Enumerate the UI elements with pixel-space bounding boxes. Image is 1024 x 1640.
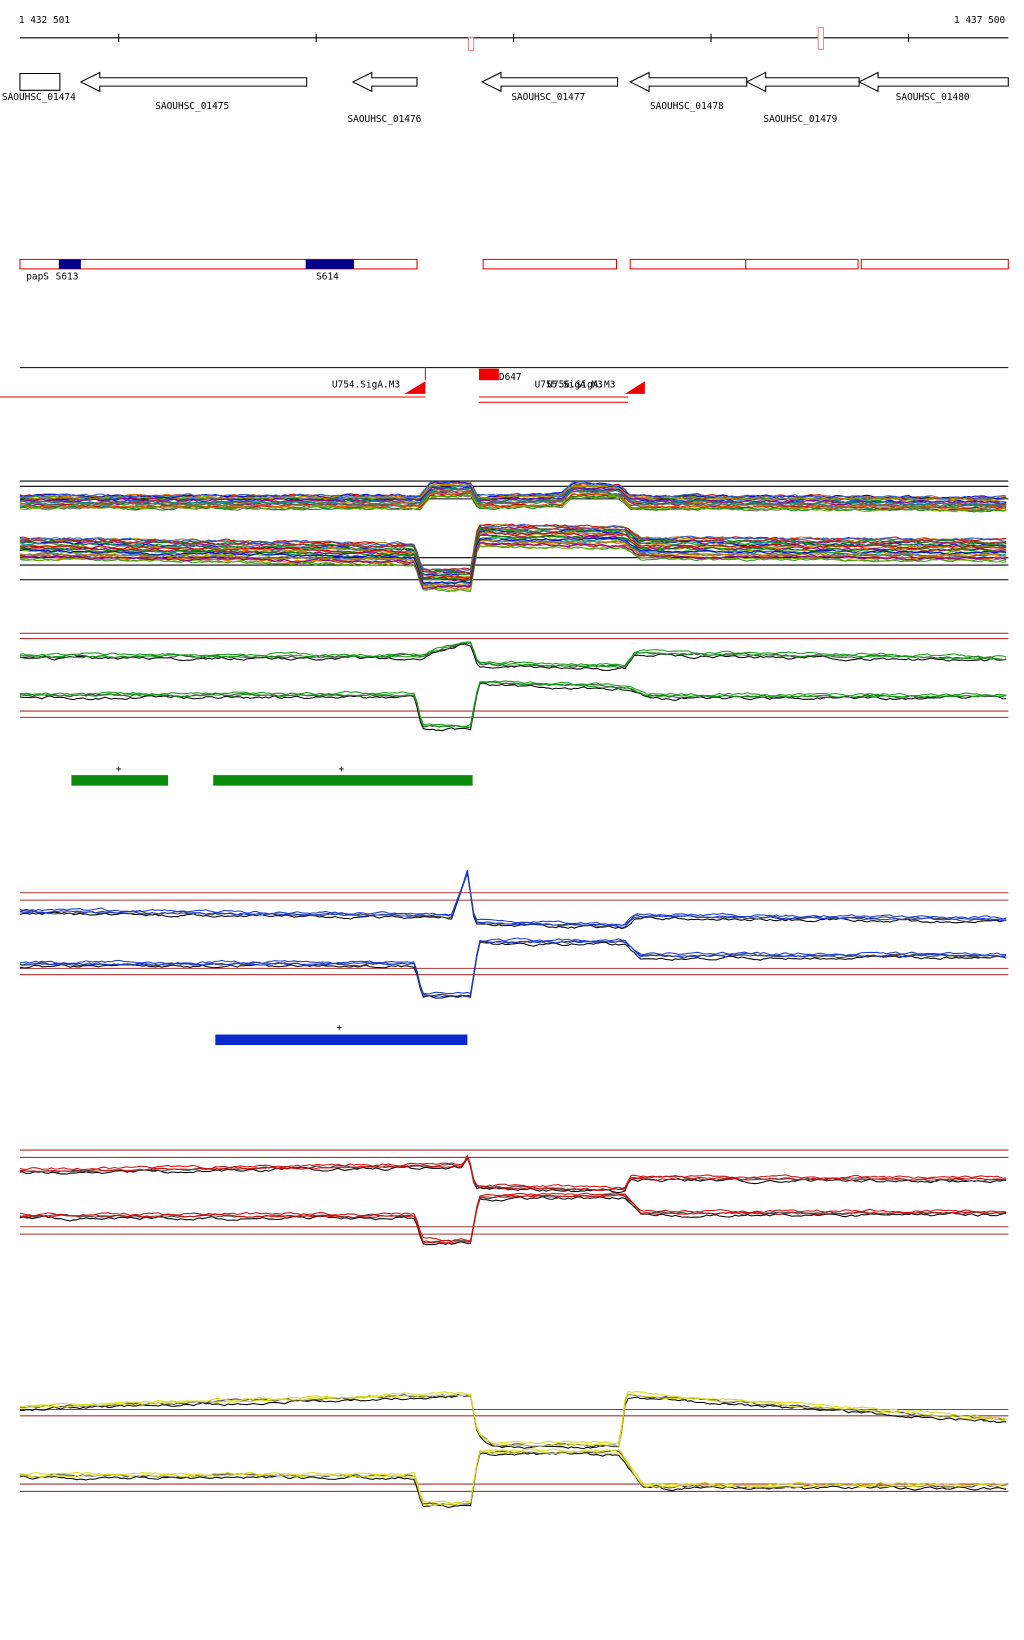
promoter-label: U754.SigA.M3 — [332, 380, 400, 391]
signal-trace — [19, 490, 1007, 509]
signal-trace — [19, 682, 1007, 732]
signal-trace — [19, 523, 1007, 571]
ruler-end: 1 437 500 — [954, 15, 1005, 26]
signal-trace — [19, 1390, 1007, 1445]
promoter-label: D647 — [499, 372, 522, 383]
signal-trace — [19, 941, 1007, 999]
gene-arrow — [857, 71, 1009, 93]
signal-trace — [19, 494, 1007, 513]
signal-trace — [19, 1394, 1007, 1447]
gene-arrow — [745, 71, 860, 93]
signal-trace — [19, 871, 1007, 930]
signal-trace — [19, 681, 1007, 729]
signal-trace — [19, 544, 1007, 593]
signal-trace — [19, 1196, 1007, 1246]
signal-trace — [19, 871, 1007, 928]
signal-trace — [19, 487, 1007, 506]
operon — [482, 258, 618, 270]
signal-trace — [19, 545, 1007, 592]
signal-trace — [19, 537, 1007, 585]
signal-trace — [19, 681, 1007, 728]
segment — [213, 775, 473, 786]
operon-label: S613 — [56, 271, 79, 282]
signal-trace — [19, 1192, 1007, 1242]
operon-feature — [58, 259, 81, 269]
promoter-label: U756.SigA.M3 — [547, 380, 615, 391]
signal-trace — [19, 1394, 1007, 1450]
signal-trace — [19, 480, 1007, 500]
signal-trace — [19, 1452, 1007, 1509]
signal-trace — [19, 641, 1007, 669]
signal-trace — [19, 492, 1007, 511]
operon — [745, 258, 859, 270]
signal-trace — [19, 531, 1007, 579]
operon-label: papS — [26, 271, 49, 282]
gene-label: SAOUHSC_01475 — [155, 101, 229, 112]
promoter — [624, 381, 645, 394]
signal-trace — [19, 534, 1007, 581]
gene-label: SAOUHSC_01476 — [347, 114, 421, 125]
signal-trace — [19, 680, 1007, 727]
operon — [629, 258, 747, 270]
promoter — [404, 381, 426, 394]
gene-label: SAOUHSC_01477 — [511, 92, 585, 103]
signal-trace — [19, 1450, 1007, 1506]
segment — [215, 1034, 468, 1046]
signal-trace — [19, 641, 1007, 667]
signal-trace — [19, 482, 1007, 502]
ruler-start: 1 432 501 — [19, 15, 70, 26]
segment-label: + — [116, 764, 122, 775]
gene-arrow — [351, 71, 418, 93]
signal-trace — [19, 542, 1007, 589]
promoter — [478, 368, 499, 381]
segment — [71, 775, 169, 786]
signal-trace — [19, 940, 1007, 997]
gene-arrow — [480, 71, 619, 93]
signal-trace — [19, 526, 1007, 574]
gene-label: SAOUHSC_01480 — [896, 92, 970, 103]
signal-trace — [19, 869, 1007, 926]
gene-label: SAOUHSC_01479 — [763, 114, 837, 125]
gene-label: SAOUHSC_01474 — [2, 92, 76, 103]
gene-arrow — [79, 71, 308, 93]
signal-trace — [19, 1448, 1007, 1504]
segment-label: + — [339, 764, 345, 775]
operon-feature — [305, 259, 354, 269]
signal-trace — [19, 1156, 1007, 1194]
signal-trace — [19, 528, 1007, 577]
signal-trace — [19, 642, 1007, 668]
operon-label: S614 — [316, 271, 339, 282]
signal-trace — [19, 940, 1007, 998]
gene-label: SAOUHSC_01478 — [650, 101, 724, 112]
signal-trace — [19, 530, 1007, 580]
signal-trace — [19, 1154, 1007, 1189]
marker — [817, 26, 824, 50]
operon — [19, 258, 418, 270]
segment-label: + — [336, 1022, 342, 1033]
signal-trace — [19, 1193, 1007, 1244]
gene-arrow — [629, 71, 748, 93]
marker — [467, 37, 475, 51]
gene-arrow — [19, 72, 61, 91]
promoter-label: U755.SigA.M3 — [535, 380, 603, 391]
signal-trace — [19, 1155, 1007, 1192]
signal-trace — [19, 643, 1007, 672]
operon — [860, 258, 1009, 270]
